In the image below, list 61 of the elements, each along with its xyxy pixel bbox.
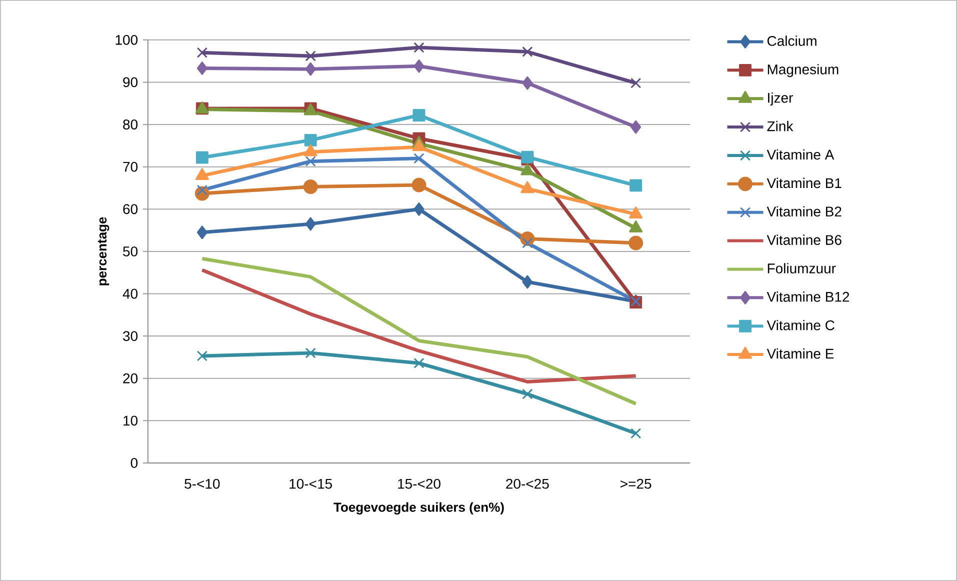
y-tick-label: 90 <box>123 77 138 88</box>
point <box>305 62 316 76</box>
point <box>305 217 316 231</box>
y-tick-label: 60 <box>123 204 138 214</box>
y-axis-title: percentage <box>98 217 110 286</box>
line-series <box>200 256 638 406</box>
legend-label: Calcium <box>767 36 816 46</box>
x-axis-title: Toegevoegde suikers (en%) <box>334 502 504 515</box>
point <box>304 134 317 146</box>
point <box>414 59 424 73</box>
point <box>196 151 208 164</box>
legend-label: Vitamine C <box>766 320 834 330</box>
x-tick-label: >=25 <box>620 478 652 489</box>
point <box>414 358 424 369</box>
point <box>522 388 533 400</box>
y-tick-label: 30 <box>123 331 138 342</box>
point <box>305 50 316 62</box>
legend-label: Vitamine B1 <box>766 178 842 188</box>
x-tick-label: 5-<10 <box>184 478 220 489</box>
point <box>630 78 642 88</box>
y-tick-label: 70 <box>123 162 138 172</box>
y-tick-label: 20 <box>123 373 138 384</box>
point <box>521 150 534 164</box>
x-tick-label: 10-<15 <box>290 478 332 489</box>
legend-label: Vitamine B12 <box>766 292 850 302</box>
point <box>196 226 208 240</box>
point <box>522 46 533 58</box>
point <box>628 236 644 250</box>
legend-label: Foliumzuur <box>768 263 836 274</box>
x-tick-label: 20-<25 <box>506 478 549 489</box>
point <box>414 202 424 216</box>
point <box>196 62 208 76</box>
point <box>196 350 208 362</box>
legend-label: Magnesium <box>768 64 838 78</box>
point <box>630 179 642 192</box>
legend-label: Ijzer <box>768 92 793 106</box>
point <box>305 348 316 358</box>
point <box>522 275 533 289</box>
y-tick-label: 0 <box>130 458 138 468</box>
point <box>196 47 208 58</box>
point <box>414 153 424 164</box>
legend-label: Vitamine B2 <box>766 206 842 217</box>
y-tick-label: 100 <box>116 34 138 45</box>
point <box>412 178 426 192</box>
y-tick-label: 50 <box>123 246 138 256</box>
legend-label: Vitamine A <box>766 149 834 160</box>
y-tick-label: 40 <box>122 288 138 299</box>
point <box>412 109 426 122</box>
point <box>630 428 642 439</box>
point <box>303 180 318 194</box>
legend-label: Vitamine E <box>766 348 834 359</box>
point <box>305 156 316 167</box>
line-series <box>200 268 638 384</box>
x-tick-label: 15-<20 <box>398 478 440 489</box>
point <box>522 76 533 90</box>
point <box>630 120 642 134</box>
y-tick-label: 10 <box>124 416 138 426</box>
legend-label: Vitamine B6 <box>766 234 842 246</box>
y-tick-label: 80 <box>123 120 138 130</box>
point <box>414 42 424 53</box>
legend-label: Zink <box>767 120 794 132</box>
